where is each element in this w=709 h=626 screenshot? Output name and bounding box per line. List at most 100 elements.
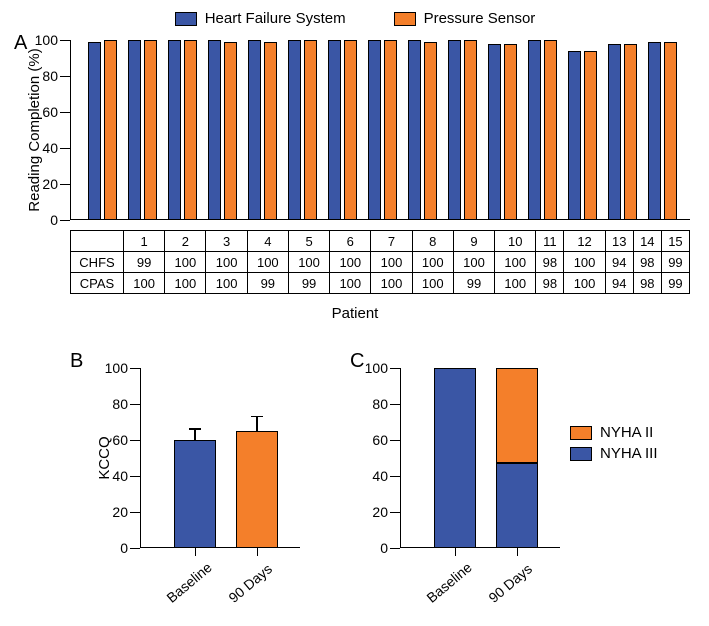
table-cell: 100 (330, 273, 371, 294)
table-cell: 99 (288, 273, 329, 294)
y-tick (390, 476, 400, 477)
legend-label: Heart Failure System (205, 10, 346, 27)
y-tick-label: 20 (112, 504, 128, 520)
bar-chfs (128, 40, 141, 220)
bar-chfs (408, 40, 421, 220)
bar-cpas (544, 40, 557, 220)
error-bar (256, 417, 258, 431)
panel-a-ylabel: Reading Completion (%) (26, 40, 43, 220)
legend-label: NYHA III (600, 445, 658, 462)
y-tick (390, 548, 400, 549)
table-header-cell: 2 (165, 231, 206, 252)
x-category-label: Baseline (163, 561, 212, 605)
table-cell: 100 (206, 273, 247, 294)
table-row: CHFS991001001001001001001001001009810094… (71, 252, 690, 273)
table-header-cell: 11 (536, 231, 564, 252)
bar-cpas (264, 42, 277, 220)
table-cell: 99 (124, 252, 165, 273)
y-tick (390, 368, 400, 369)
bar-chfs (648, 42, 661, 220)
y-tick-label: 40 (372, 468, 388, 484)
table-header-cell: 13 (605, 231, 633, 252)
bar-cpas (504, 44, 517, 220)
y-tick (130, 404, 140, 405)
bar-cpas (424, 42, 437, 220)
panel-c-chart: 020406080100Baseline90 Days (400, 368, 560, 548)
table-cell: 99 (453, 273, 494, 294)
table-cell: 94 (605, 273, 633, 294)
table-cell: 100 (165, 273, 206, 294)
bar-chfs (608, 44, 621, 220)
y-tick-label: 80 (112, 396, 128, 412)
table-header-cell: 1 (124, 231, 165, 252)
table-header-cell: 9 (453, 231, 494, 252)
x-tick (257, 548, 258, 556)
table-header-cell: 7 (371, 231, 412, 252)
y-tick-label: 20 (42, 176, 58, 192)
bar-cpas (184, 40, 197, 220)
x-tick (517, 548, 518, 556)
table-cell: 98 (536, 273, 564, 294)
bar-chfs (88, 42, 101, 220)
bar-chfs (288, 40, 301, 220)
bar-cpas (624, 44, 637, 220)
table-cell: 99 (661, 273, 689, 294)
table-cell: 100 (495, 252, 536, 273)
x-tick (195, 548, 196, 556)
table-cell: 100 (495, 273, 536, 294)
y-tick-label: 60 (42, 104, 58, 120)
x-category-label: 90 Days (225, 561, 274, 605)
y-tick (390, 440, 400, 441)
table-row: CPAS100100100999910010010099100981009498… (71, 273, 690, 294)
error-cap (189, 428, 201, 430)
table-header-cell: 14 (633, 231, 661, 252)
y-tick-label: 100 (365, 360, 388, 376)
y-tick-label: 100 (35, 32, 58, 48)
table-header-cell: 12 (564, 231, 605, 252)
y-tick (60, 112, 70, 113)
y-tick (390, 512, 400, 513)
panel-a-chart: Reading Completion (%) 020406080100 (70, 40, 690, 220)
x-category-label: Baseline (423, 561, 472, 605)
bar-cpas (304, 40, 317, 220)
table-header-cell (71, 231, 124, 252)
panel-b-label: B (70, 350, 83, 373)
table-cell: 100 (330, 252, 371, 273)
table-cell: 100 (206, 252, 247, 273)
bar-cpas (384, 40, 397, 220)
y-tick (390, 404, 400, 405)
y-tick-label: 40 (112, 468, 128, 484)
stacked-bar-segment (496, 368, 538, 463)
legend-label: NYHA II (600, 424, 653, 441)
bar-chfs (568, 51, 581, 220)
y-tick (60, 184, 70, 185)
table-cell: 94 (605, 252, 633, 273)
table-cell: 100 (371, 252, 412, 273)
table-cell: 98 (536, 252, 564, 273)
table-header-cell: 4 (247, 231, 288, 252)
table-row: 123456789101112131415 (71, 231, 690, 252)
legend-item: NYHA III (570, 445, 658, 462)
table-cell: 100 (412, 273, 453, 294)
legend-item: Pressure Sensor (394, 10, 536, 27)
y-tick (130, 548, 140, 549)
y-tick-label: 0 (120, 540, 128, 556)
y-tick (130, 512, 140, 513)
y-tick-label: 40 (42, 140, 58, 156)
y-tick (130, 440, 140, 441)
panel-b-chart: KCCQ 020406080100Baseline90 Days (140, 368, 300, 548)
bar-cpas (224, 42, 237, 220)
legend-swatch (570, 447, 592, 461)
y-tick (60, 148, 70, 149)
bar-chfs (328, 40, 341, 220)
bar-chfs (488, 44, 501, 220)
table-cell: 100 (124, 273, 165, 294)
error-cap (251, 416, 263, 418)
error-bar (194, 429, 196, 440)
table-cell: CHFS (71, 252, 124, 273)
table-cell: 100 (371, 273, 412, 294)
y-tick-label: 80 (372, 396, 388, 412)
table-cell: 100 (564, 273, 605, 294)
x-category-label: 90 Days (485, 561, 534, 605)
legend-item: Heart Failure System (175, 10, 346, 27)
